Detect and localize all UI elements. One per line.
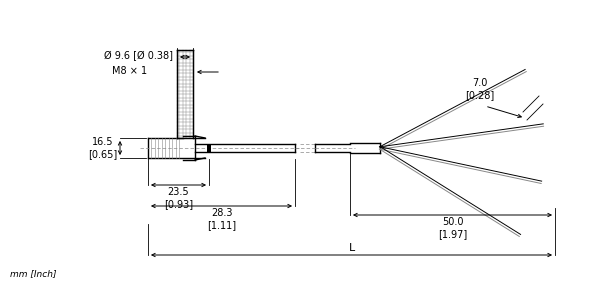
- Text: Ø 9.6 [Ø 0.38]: Ø 9.6 [Ø 0.38]: [104, 51, 173, 61]
- Text: 23.5
[0.93]: 23.5 [0.93]: [164, 187, 193, 209]
- Text: 50.0
[1.97]: 50.0 [1.97]: [438, 217, 467, 238]
- Text: 28.3
[1.11]: 28.3 [1.11]: [207, 208, 236, 230]
- Bar: [207, 144, 211, 152]
- Text: M8 × 1: M8 × 1: [112, 66, 147, 76]
- Text: 16.5
[0.65]: 16.5 [0.65]: [88, 137, 117, 159]
- Text: 7.0
[0.28]: 7.0 [0.28]: [466, 78, 494, 100]
- Text: L: L: [348, 243, 355, 253]
- Text: mm [Inch]: mm [Inch]: [10, 269, 57, 278]
